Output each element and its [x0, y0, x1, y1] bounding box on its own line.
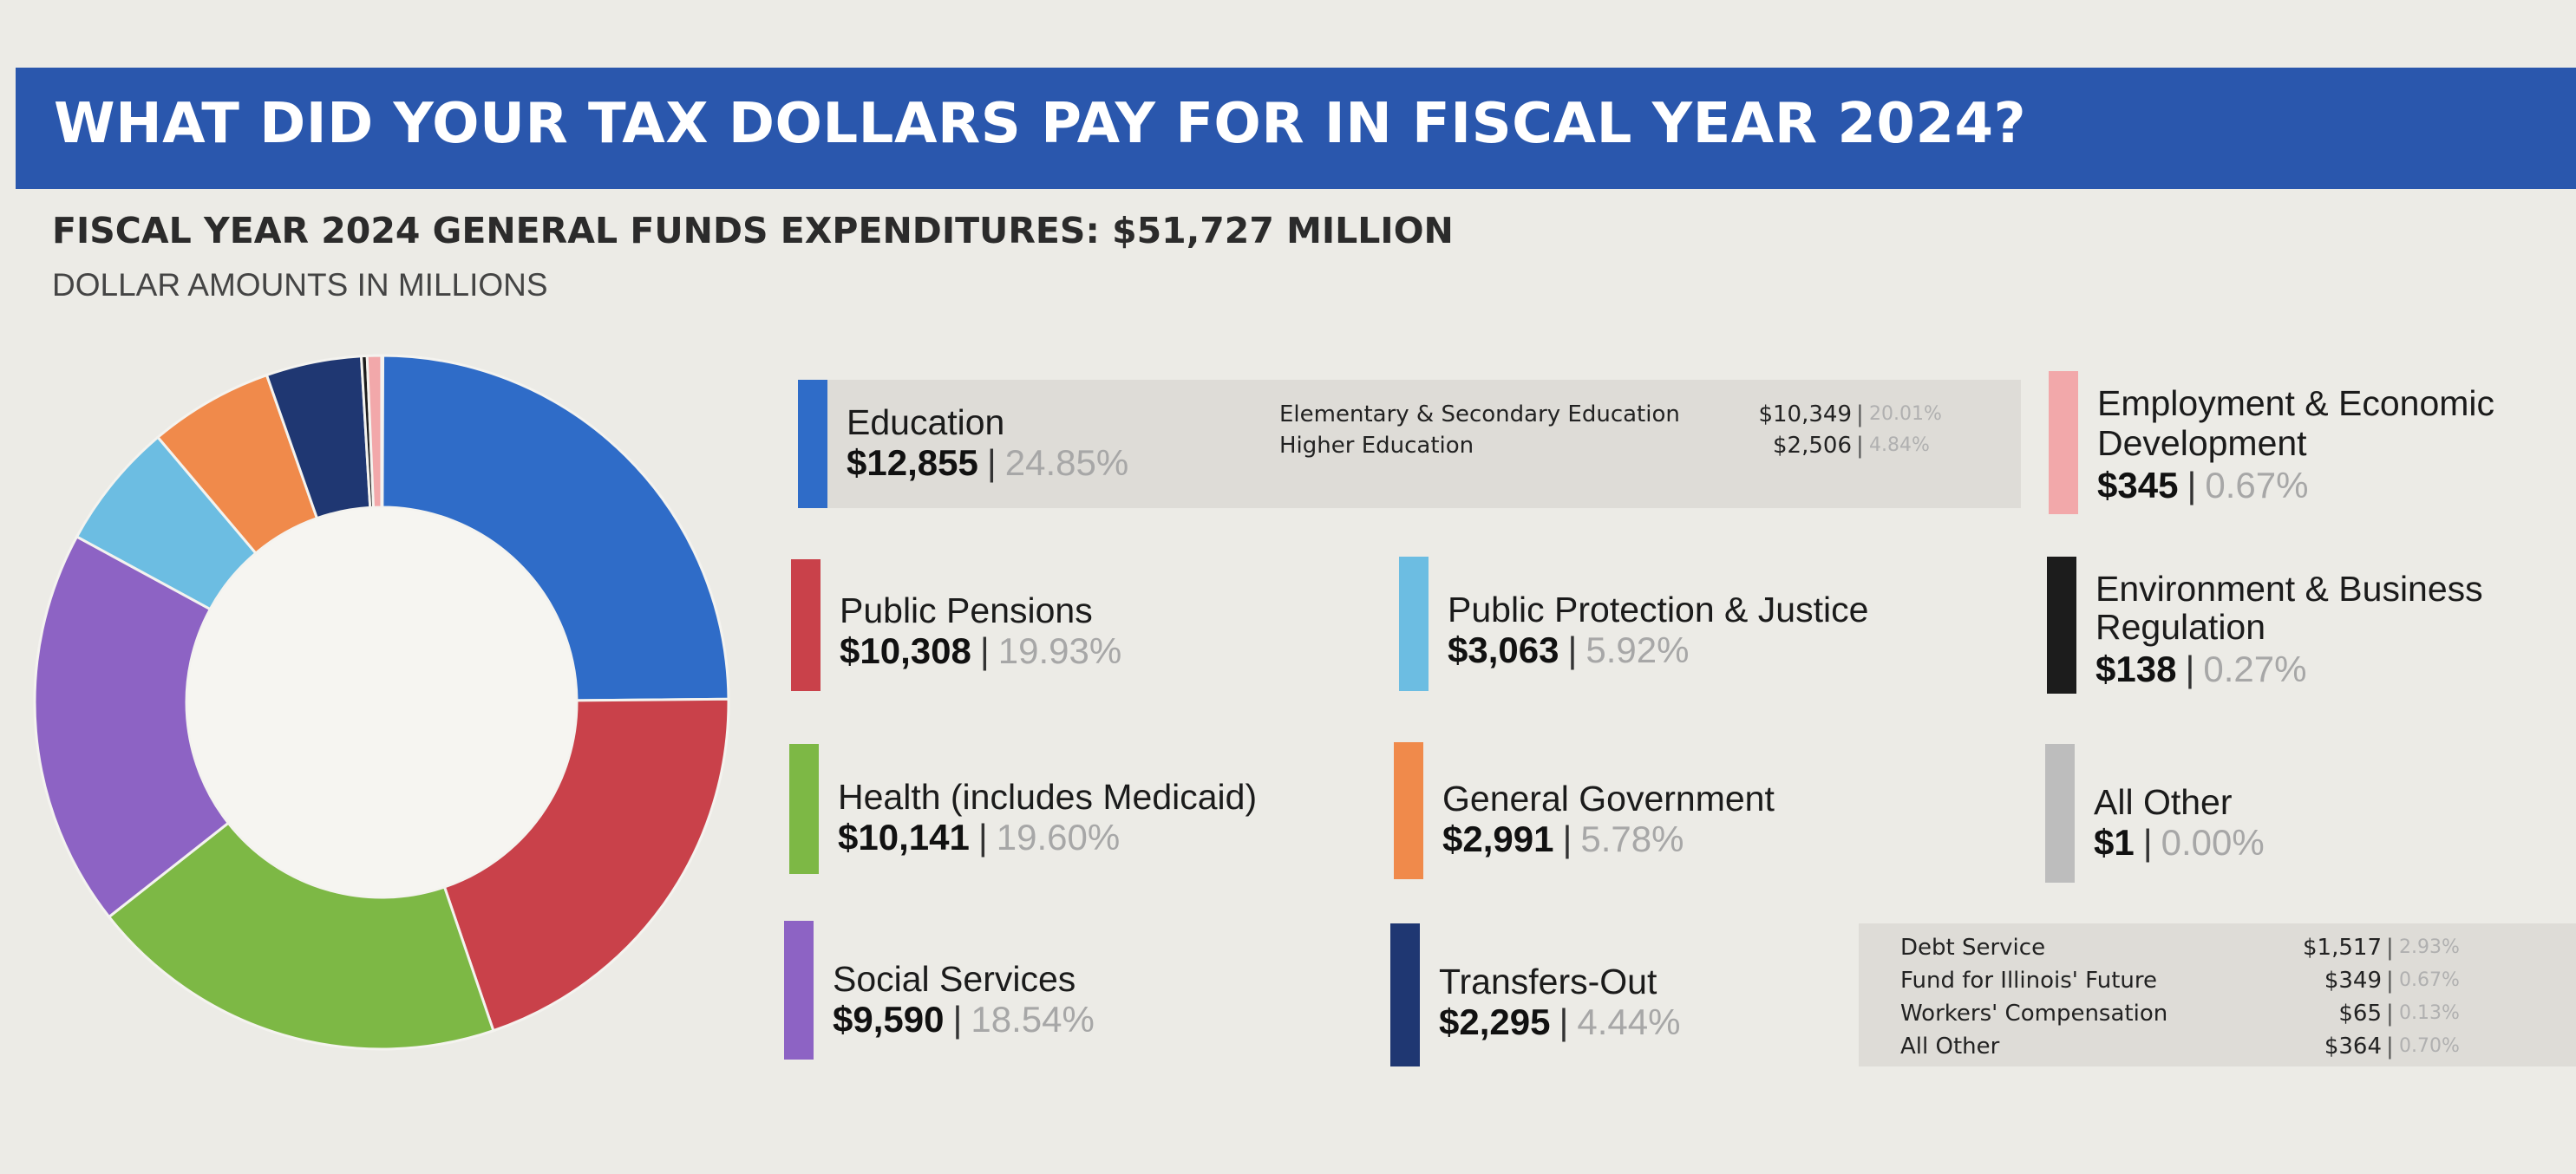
transfers-out-swatch [1390, 923, 1420, 1066]
environment-swatch [2047, 557, 2076, 694]
transfers-sub-3: Workers' Compensation $65 | 0.13% [1900, 1001, 2460, 1027]
health-amount: $10,141 | 19.60% [838, 817, 1121, 858]
education-swatch [798, 380, 827, 508]
donut-slice-education [380, 354, 730, 702]
general-government-label: General Government [1442, 779, 1775, 819]
legend-social-services: Social Services $9,590 | 18.54% [784, 921, 1339, 1060]
transfers-out-amount: $2,295 | 4.44% [1439, 1001, 1681, 1042]
public-pensions-label: Public Pensions [840, 590, 1093, 630]
legend-environment: Environment & Business Regulation $138 | 0… [2047, 557, 2572, 694]
donut-slice-public-pensions [442, 697, 730, 1033]
legend-public-pensions: Public Pensions $10,308 | 19.93% [791, 559, 1311, 691]
chart-subtitle: FISCAL YEAR 2024 GENERAL FUNDS EXPENDITU… [52, 210, 1454, 251]
transfers-sub-2: Fund for Illinois' Future $349 | 0.67% [1900, 968, 2460, 994]
education-sub-2: Higher Education $2,506 | 4.84% [1279, 433, 1930, 459]
all-other-label: All Other [2094, 782, 2233, 822]
transfers-sub-1: Debt Service $1,517 | 2.93% [1900, 935, 2460, 961]
public-protection-amount: $3,063 | 5.92% [1448, 629, 1690, 670]
education-sub-1: Elementary & Secondary Education $10,349… [1279, 401, 1942, 427]
page-title: WHAT DID YOUR TAX DOLLARS PAY FOR IN FIS… [54, 92, 2027, 156]
education-shade [827, 380, 2021, 508]
legend-employment: Employment & Economic Development $345 | 0… [2049, 371, 2569, 514]
transfers-sub-4: All Other $364 | 0.70% [1900, 1034, 2460, 1060]
employment-amount: $345 | 0.67% [2097, 465, 2309, 505]
units-note: DOLLAR AMOUNTS IN MILLIONS [52, 267, 548, 303]
donut-slice-all-other [380, 354, 385, 509]
legend-transfers-out: Transfers-Out $2,295 | 4.44% Debt Service … [1390, 923, 2576, 1066]
legend-general-government: General Government $2,991 | 5.78% [1394, 742, 2001, 879]
education-amount: $12,855 | 24.85% [847, 442, 1129, 483]
transfers-out-shade [1859, 923, 2576, 1066]
environment-amount: $138 | 0.27% [2095, 649, 2307, 689]
donut-slice-social-services [33, 534, 231, 919]
legend-education: Education $12,855 | 24.85% Elementary & Se… [798, 380, 2021, 508]
public-pensions-swatch [791, 559, 821, 691]
social-services-swatch [784, 921, 814, 1060]
social-services-amount: $9,590 | 18.54% [833, 999, 1095, 1040]
legend-public-protection: Public Protection & Justice $3,063 | 5.92% [1399, 557, 2006, 691]
social-services-label: Social Services [833, 959, 1076, 999]
employment-label-2: Development [2097, 423, 2307, 463]
transfers-out-label: Transfers-Out [1439, 962, 1657, 1001]
environment-label-1: Environment & Business [2095, 569, 2483, 609]
donut-chart [33, 354, 730, 1051]
all-other-swatch [2045, 744, 2075, 883]
general-government-swatch [1394, 742, 1423, 879]
legend-health: Health (includes Medicaid) $10,141 | 19.60… [789, 744, 1344, 874]
health-swatch [789, 744, 819, 874]
environment-label-2: Regulation [2095, 607, 2266, 647]
title-banner [16, 68, 2576, 189]
legend-all-other: All Other $1 | 0.00% [2045, 744, 2479, 883]
general-government-amount: $2,991 | 5.78% [1442, 819, 1684, 859]
donut-slice-health-includes-medicaid [107, 821, 495, 1051]
donut-hole [187, 508, 576, 897]
all-other-amount: $1 | 0.00% [2094, 822, 2265, 863]
employment-swatch [2049, 371, 2078, 514]
employment-label-1: Employment & Economic [2097, 383, 2495, 423]
education-label: Education [847, 402, 1005, 442]
public-protection-swatch [1399, 557, 1429, 691]
public-pensions-amount: $10,308 | 19.93% [840, 630, 1122, 671]
health-label: Health (includes Medicaid) [838, 777, 1258, 817]
public-protection-label: Public Protection & Justice [1448, 590, 1869, 629]
